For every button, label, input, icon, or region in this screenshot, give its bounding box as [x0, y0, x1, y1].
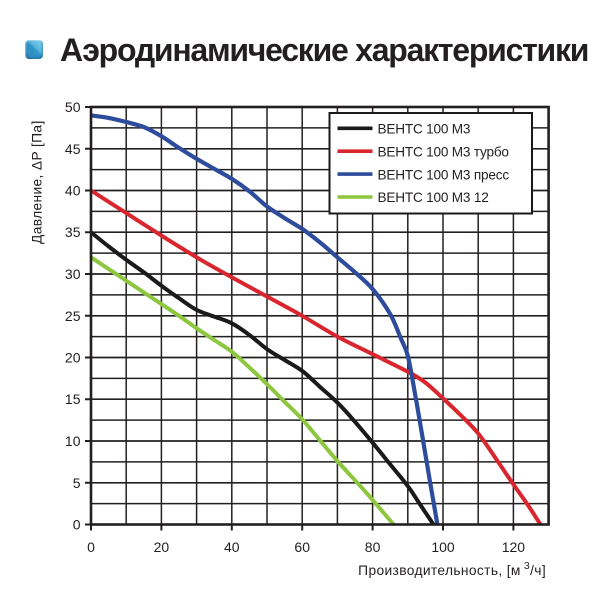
svg-text:80: 80 [365, 539, 381, 555]
svg-text:40: 40 [224, 539, 240, 555]
svg-text:ВЕНТС 100 М3: ВЕНТС 100 М3 [378, 122, 471, 137]
svg-text:ВЕНТС 100 М3 12: ВЕНТС 100 М3 12 [378, 190, 489, 205]
svg-text:ВЕНТС 100 М3 турбо: ВЕНТС 100 М3 турбо [378, 144, 509, 159]
svg-text:ВЕНТС 100 М3 пресс: ВЕНТС 100 М3 пресс [378, 167, 510, 182]
svg-text:Производительность, [м 3/ч]: Производительность, [м 3/ч] [358, 560, 546, 578]
svg-text:5: 5 [73, 475, 81, 491]
svg-text:40: 40 [65, 183, 81, 199]
svg-text:20: 20 [154, 539, 170, 555]
svg-text:35: 35 [65, 224, 81, 240]
svg-text:20: 20 [65, 350, 81, 366]
svg-text:25: 25 [65, 308, 81, 324]
svg-text:0: 0 [87, 539, 95, 555]
svg-text:30: 30 [65, 266, 81, 282]
svg-text:60: 60 [294, 539, 310, 555]
svg-text:Давление, ΔP [Па]: Давление, ΔP [Па] [30, 120, 45, 244]
svg-text:10: 10 [65, 433, 81, 449]
svg-text:0: 0 [73, 517, 81, 533]
svg-text:50: 50 [65, 99, 81, 115]
svg-text:15: 15 [65, 391, 81, 407]
svg-text:45: 45 [65, 141, 81, 157]
svg-text:120: 120 [502, 539, 526, 555]
svg-text:100: 100 [431, 539, 455, 555]
